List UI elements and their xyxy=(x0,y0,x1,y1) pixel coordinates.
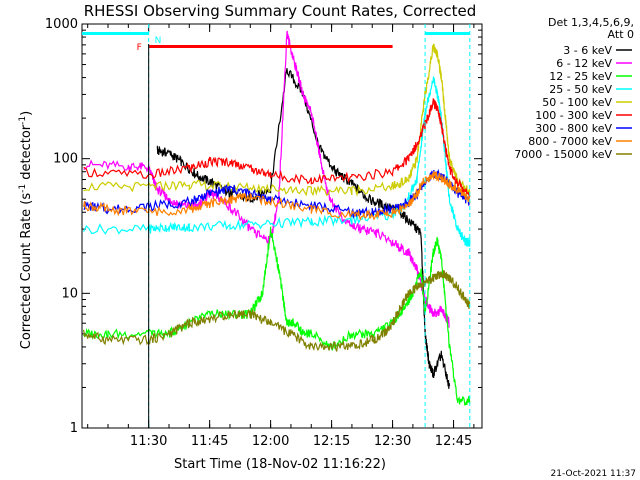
series-line-0 xyxy=(156,68,451,389)
series-line-3 xyxy=(83,76,471,247)
chart-title: RHESSI Observing Summary Count Rates, Co… xyxy=(84,2,477,20)
legend-label: 50 - 100 keV xyxy=(542,96,612,109)
series-layer xyxy=(83,30,471,407)
series-line-2 xyxy=(83,226,471,407)
y-tick-label: 1 xyxy=(70,421,78,436)
y-tick-label: 10 xyxy=(61,286,78,301)
y-tick-label: 100 xyxy=(53,152,78,167)
flag-marker-f: F xyxy=(137,43,142,53)
y-axis-label-sup1: -1 xyxy=(18,184,28,193)
plot-border xyxy=(81,23,483,429)
legend-label: 6 - 12 keV xyxy=(556,57,612,70)
legend-label: 25 - 50 keV xyxy=(549,83,612,96)
legend-header-line-1: Det 1,3,4,5,6,9, xyxy=(548,16,634,29)
series-line-8 xyxy=(83,269,471,352)
axis-ticks: 1 10 100 1000 11:30 11:45 12:00 12:15 12:30 12:45 xyxy=(45,17,482,449)
x-tick-label: 12:45 xyxy=(435,434,472,449)
y-axis-label: Corrected Count Rate (s-1 detector-1) xyxy=(18,111,34,349)
y-tick-label: 1000 xyxy=(45,17,78,32)
x-axis-label: Start Time (18-Nov-02 11:16:22) xyxy=(174,457,386,472)
x-tick-label: 11:30 xyxy=(130,434,167,449)
flag-marker-n: N xyxy=(155,36,162,46)
legend-label: 12 - 25 keV xyxy=(549,70,612,83)
x-tick-label: 12:15 xyxy=(313,434,350,449)
x-tick-label: 12:00 xyxy=(252,434,289,449)
legend-label: 300 - 800 keV xyxy=(535,122,612,135)
series-line-5 xyxy=(83,98,471,197)
y-axis-label-end: ) xyxy=(19,111,34,116)
plot-frame xyxy=(81,23,483,429)
legend-label: 800 - 7000 keV xyxy=(528,135,612,148)
markers-layer: FN xyxy=(82,24,471,428)
series-line-7 xyxy=(83,171,471,222)
y-axis-label-main: Corrected Count Rate (s xyxy=(19,193,34,350)
timestamp: 21-Oct-2021 11:37 xyxy=(551,469,636,479)
series-line-1 xyxy=(83,30,450,328)
legend-header-line-2: Att 0 xyxy=(608,28,634,41)
x-tick-label: 11:45 xyxy=(191,434,228,449)
legend-label: 100 - 300 keV xyxy=(535,109,612,122)
y-axis-label-mid: detector xyxy=(19,124,34,184)
x-tick-label: 12:30 xyxy=(374,434,411,449)
y-axis-label-sup2: -1 xyxy=(18,116,28,125)
legend-label: 3 - 6 keV xyxy=(563,44,612,57)
legend-label: 7000 - 15000 keV xyxy=(514,148,612,161)
